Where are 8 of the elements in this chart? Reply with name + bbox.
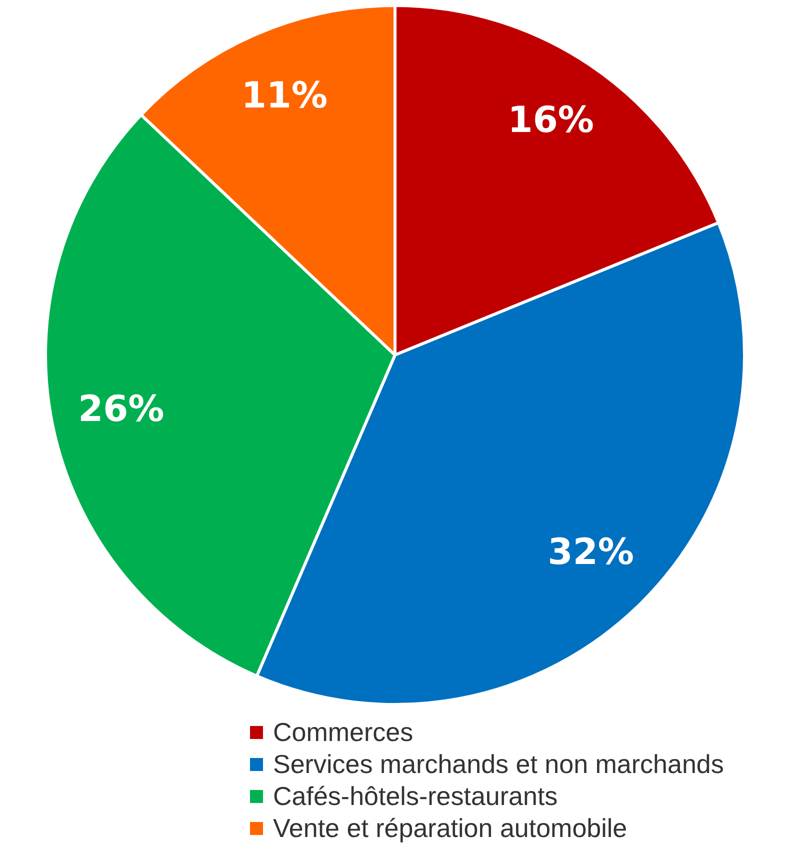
- legend-label: Commerces: [273, 716, 414, 748]
- legend-label: Cafés-hôtels-restaurants: [273, 780, 558, 812]
- data-label: 11%: [241, 76, 328, 117]
- legend-label: Services marchands et non marchands: [273, 748, 724, 780]
- data-label: 16%: [508, 100, 594, 142]
- legend-label: Vente et réparation automobile: [273, 812, 628, 844]
- data-label: 26%: [78, 388, 164, 430]
- data-label: 32%: [548, 532, 634, 573]
